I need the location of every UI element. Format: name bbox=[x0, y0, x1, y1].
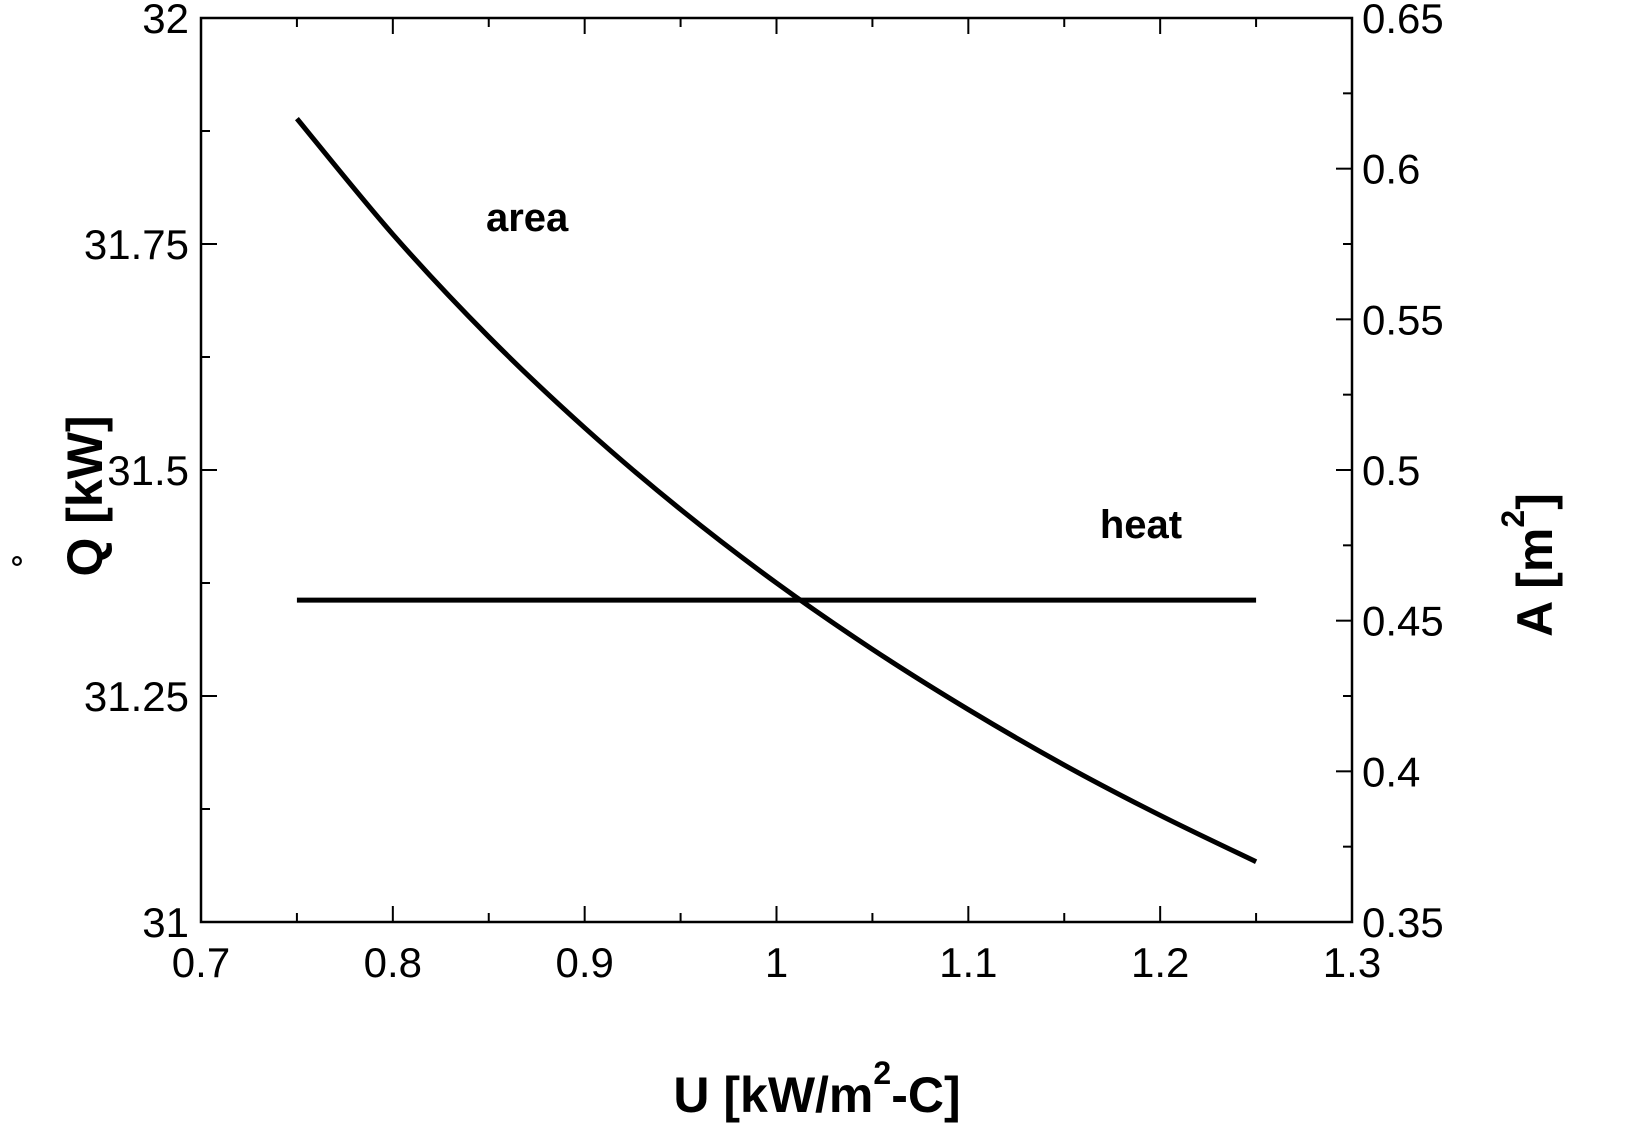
right-y-tick-label: 0.35 bbox=[1362, 899, 1444, 946]
right-y-tick-label: 0.65 bbox=[1362, 0, 1444, 42]
annotation-area: area bbox=[486, 196, 569, 240]
left-y-tick-label: 32 bbox=[142, 0, 189, 42]
right-y-axis-label-main: A [m bbox=[1507, 528, 1563, 637]
right-y-tick-label: 0.5 bbox=[1362, 447, 1420, 494]
x-tick-label: 1.1 bbox=[939, 939, 997, 986]
svg-text:A [m2]: A [m2] bbox=[1495, 493, 1563, 637]
x-axis-label: U [kW/m2-C] bbox=[673, 1055, 960, 1123]
x-axis-ticks: 0.7 0.8 0.9 1 1.1 1.2 1.3 bbox=[172, 18, 1381, 986]
x-axis-label-superscript: 2 bbox=[873, 1055, 891, 1091]
series-line-area bbox=[294, 117, 1258, 864]
right-y-tick-label: 0.55 bbox=[1362, 296, 1444, 343]
x-tick-label: 0.8 bbox=[364, 939, 422, 986]
left-y-tick-label: 31.5 bbox=[107, 447, 189, 494]
right-y-tick-label: 0.45 bbox=[1362, 598, 1444, 645]
left-y-axis-label: Q [kW] bbox=[57, 415, 113, 576]
x-axis-label-tail: -C] bbox=[891, 1067, 960, 1123]
x-tick-label: 0.9 bbox=[555, 939, 613, 986]
right-y-axis-label: A [m2] bbox=[1495, 493, 1563, 637]
x-tick-label: 1.2 bbox=[1131, 939, 1189, 986]
x-tick-label: 0.7 bbox=[172, 939, 230, 986]
plot-border bbox=[199, 16, 1354, 924]
right-y-axis-ticks: 0.35 0.4 0.45 0.5 0.55 0.6 0.65 bbox=[1336, 0, 1444, 946]
series-layer bbox=[294, 117, 1258, 864]
x-tick-label: 1 bbox=[765, 939, 788, 986]
left-y-tick-label: 31.25 bbox=[84, 673, 189, 720]
left-y-tick-label: 31.75 bbox=[84, 221, 189, 268]
left-y-axis-ticks: 31 31.25 31.5 31.75 32 bbox=[84, 0, 217, 946]
right-y-axis-label-tail: ] bbox=[1507, 493, 1563, 510]
left-y-tick-label: 31 bbox=[142, 899, 189, 946]
x-tick-label: 1.3 bbox=[1323, 939, 1381, 986]
annotation-heat: heat bbox=[1100, 503, 1182, 547]
x-axis-label-main: U [kW/m bbox=[673, 1067, 873, 1123]
right-y-axis-label-superscript: 2 bbox=[1495, 510, 1531, 528]
left-y-axis-label-main: Q [kW] bbox=[57, 415, 113, 576]
plot-frame bbox=[199, 16, 1354, 924]
right-y-tick-label: 0.4 bbox=[1362, 748, 1420, 795]
right-y-tick-label: 0.6 bbox=[1362, 146, 1420, 193]
left-y-axis-label-dot: ˚ bbox=[11, 552, 25, 599]
